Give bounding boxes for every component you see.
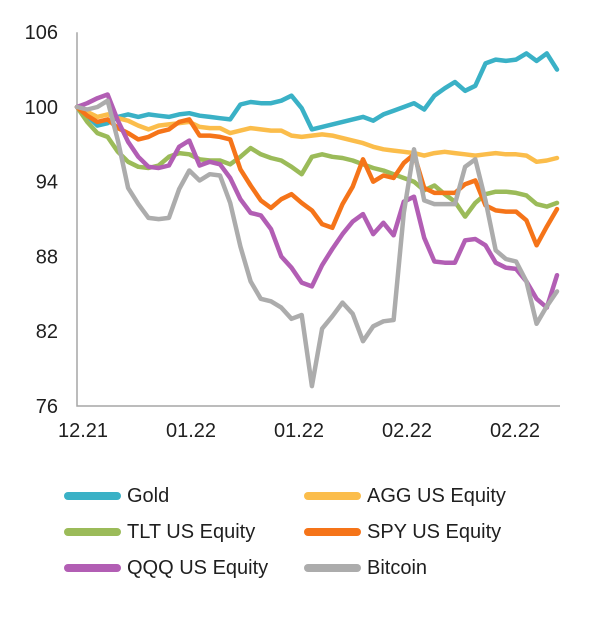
x-axis-tick-label: 01.22 xyxy=(166,420,216,442)
x-axis-tick-label: 01.22 xyxy=(274,420,324,442)
legend-label: AGG US Equity xyxy=(367,485,506,507)
gold-line-swatch xyxy=(64,492,121,500)
series-line-bitcoin xyxy=(74,98,560,389)
series-line-gold xyxy=(74,51,560,132)
legend-item-spy: SPY US Equity xyxy=(304,522,600,542)
legend-label: SPY US Equity xyxy=(367,521,502,543)
y-axis-tick-label: 100 xyxy=(25,97,58,119)
legend-item-qqq: QQQ US Equity xyxy=(64,558,304,578)
x-axis-tick-label: 02.22 xyxy=(382,420,432,442)
y-axis-tick-label: 82 xyxy=(36,321,58,343)
series-line-qqq-us-equity xyxy=(74,92,560,310)
x-axis-tick-label: 02.22 xyxy=(490,420,540,442)
legend-item-gold: Gold xyxy=(64,486,304,506)
spy-line-swatch xyxy=(304,528,361,536)
legend-item-tlt: TLT US Equity xyxy=(64,522,304,542)
series-line-agg-us-equity xyxy=(74,104,560,165)
legend-item-agg: AGG US Equity xyxy=(304,486,600,506)
y-axis-tick-label: 94 xyxy=(36,172,58,194)
performance-line-chart: 106 100 94 88 82 76 12.21 01.22 01.22 02.22 02.22 xyxy=(25,22,560,442)
y-axis-tick-label: 106 xyxy=(25,22,58,44)
y-axis-tick-label: 88 xyxy=(36,246,58,268)
y-axis-tick-label: 76 xyxy=(36,396,58,418)
series-line-spy-us-equity xyxy=(74,104,560,248)
agg-line-swatch xyxy=(304,492,361,500)
axis-lines xyxy=(76,32,560,407)
legend-item-bitcoin: Bitcoin xyxy=(304,558,600,578)
chart-legend: Gold AGG US Equity TLT US Equity SPY US … xyxy=(0,486,600,578)
tlt-line-swatch xyxy=(64,528,121,536)
legend-label: QQQ US Equity xyxy=(127,557,269,579)
legend-label: TLT US Equity xyxy=(127,521,256,543)
bitcoin-line-swatch xyxy=(304,564,361,572)
legend-label: Gold xyxy=(127,485,170,507)
x-axis-tick-label: 12.21 xyxy=(58,420,108,442)
qqq-line-swatch xyxy=(64,564,121,572)
legend-label: Bitcoin xyxy=(367,557,428,579)
